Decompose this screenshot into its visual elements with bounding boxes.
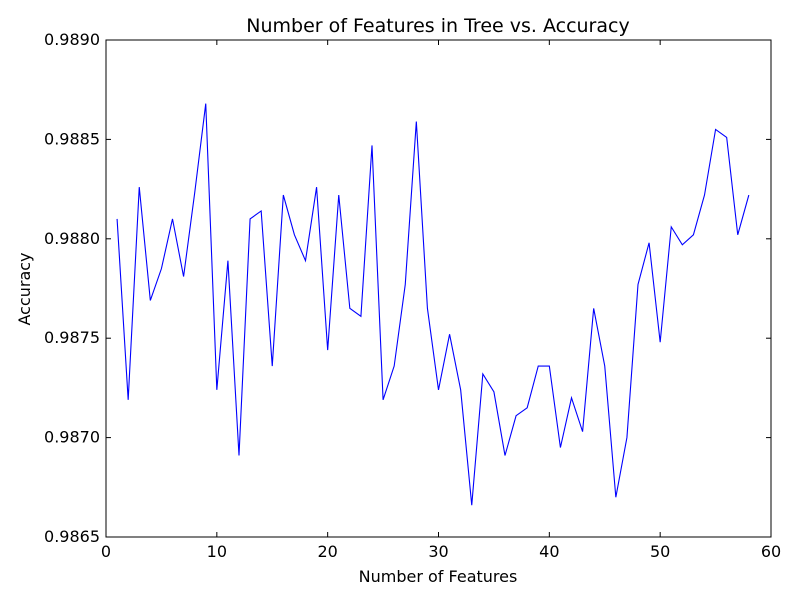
x-tick-label: 40 — [539, 542, 559, 561]
y-tick-label: 0.9890 — [44, 30, 100, 49]
x-tick-label: 30 — [428, 542, 448, 561]
y-tick-label: 0.9875 — [44, 328, 100, 347]
x-tick-label: 0 — [101, 542, 111, 561]
y-tick-label: 0.9865 — [44, 527, 100, 546]
x-tick-label: 60 — [761, 542, 781, 561]
x-tick-label: 10 — [207, 542, 227, 561]
y-tick-label: 0.9870 — [44, 428, 100, 447]
x-axis-label: Number of Features — [359, 567, 518, 586]
accuracy-line — [116, 103, 750, 506]
x-axis: 0 10 20 30 40 50 60 — [101, 40, 781, 561]
y-tick-label: 0.9880 — [44, 229, 100, 248]
y-axis: 0.9865 0.9870 0.9875 0.9880 0.9885 0.9890 — [44, 30, 771, 546]
chart-title: Number of Features in Tree vs. Accuracy — [246, 15, 629, 37]
y-tick-label: 0.9885 — [44, 129, 100, 148]
y-axis-label: Accuracy — [15, 252, 34, 325]
x-tick-label: 20 — [317, 542, 337, 561]
plot-area: 0 10 20 30 40 50 60 0.98650.98700.98750.98800.… — [44, 30, 781, 561]
x-tick-label: 50 — [650, 542, 670, 561]
